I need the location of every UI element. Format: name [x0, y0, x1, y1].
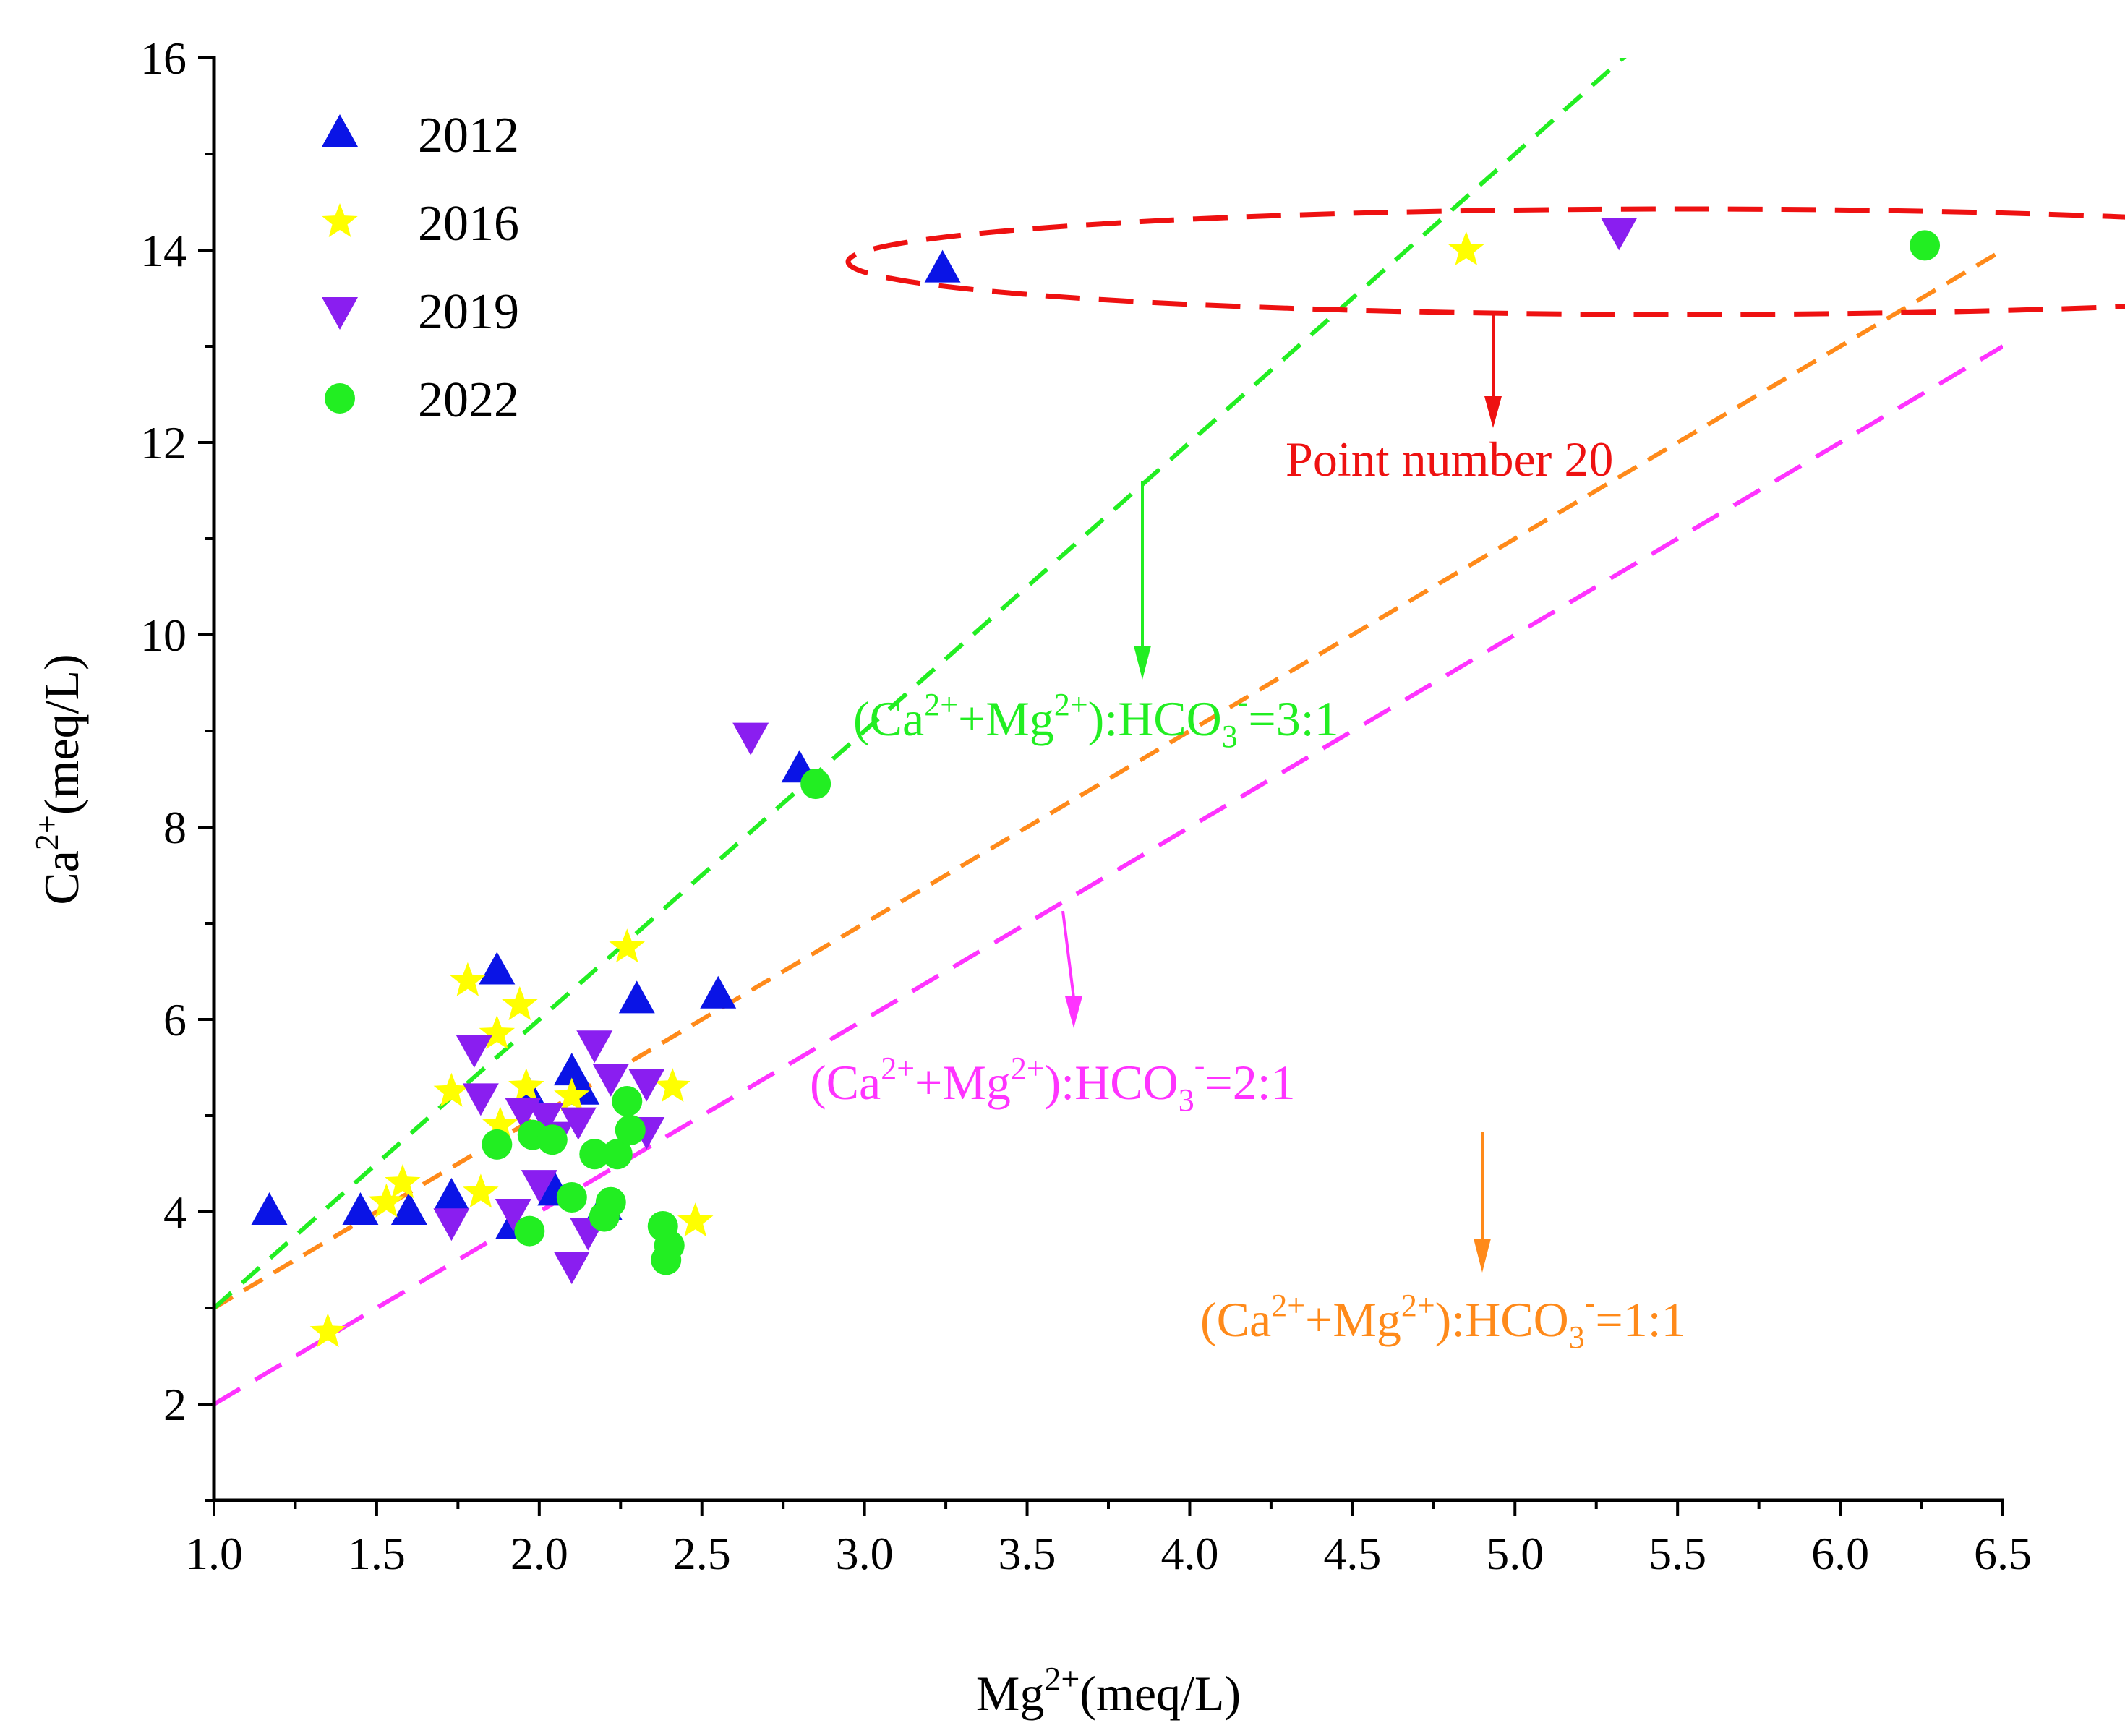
ratio-label-1-1: (Ca2++Mg2+):HCO3-=1:1 [1200, 1285, 1686, 1355]
ratio-label-2-1: (Ca2++Mg2+):HCO3-=2:1 [810, 1048, 1296, 1118]
y-tick-label: 4 [163, 1186, 187, 1238]
point-2016 [463, 1173, 499, 1208]
point-2019 [433, 1208, 470, 1241]
annotation-arrows [1061, 315, 1502, 1273]
point-2016 [433, 1072, 470, 1107]
point-2022 [536, 1124, 568, 1155]
point-2022 [800, 769, 831, 800]
ratio-line-3-1 [214, 58, 1627, 1310]
point-2022 [579, 1139, 610, 1170]
x-tick-label: 5.0 [1486, 1528, 1544, 1579]
legend: 2012 2016 2019 2022 [322, 108, 519, 428]
point-2016 [609, 928, 645, 963]
point-2016 [309, 1313, 346, 1348]
x-tick-label: 4.5 [1323, 1528, 1381, 1579]
point-2016 [479, 1015, 516, 1049]
point-2019 [732, 722, 769, 756]
point-2019 [560, 1107, 597, 1140]
x-tick-label: 5.5 [1649, 1528, 1706, 1579]
legend-marker-2012 [322, 114, 358, 147]
point-2019 [576, 1030, 613, 1064]
x-tick-label: 4.0 [1160, 1528, 1218, 1579]
point-2019 [521, 1170, 557, 1203]
point-2012 [618, 980, 655, 1014]
data-points [251, 218, 1941, 1348]
green-arrow [1134, 481, 1151, 680]
point-2012 [700, 975, 737, 1009]
legend-marker-2019 [322, 297, 358, 330]
point-2016 [654, 1068, 690, 1103]
point-2016 [450, 962, 486, 996]
legend-marker-2016 [322, 203, 358, 237]
point-2012 [433, 1178, 470, 1211]
y-tick-label: 14 [140, 225, 187, 276]
point-2022 [595, 1186, 626, 1218]
point-2022 [1910, 230, 1941, 261]
y-tick-label: 16 [140, 33, 187, 84]
point-2022 [514, 1215, 545, 1247]
y-tick-label: 2 [163, 1379, 187, 1430]
point-2019 [1601, 218, 1638, 251]
ratio-line-2-1 [214, 344, 2003, 1406]
point-2016 [554, 1077, 590, 1112]
orange-arrow [1474, 1132, 1491, 1273]
point-2016 [482, 1106, 518, 1141]
point-2016 [677, 1202, 714, 1237]
y-ticks: 2 4 6 8 10 12 14 16 [140, 33, 214, 1502]
highlight-ellipse [845, 206, 2125, 317]
point-2012 [390, 1192, 427, 1225]
x-tick-label: 3.5 [999, 1528, 1056, 1579]
y-tick-label: 6 [163, 994, 187, 1046]
point-2019 [628, 1069, 665, 1102]
point-2019 [462, 1083, 499, 1116]
x-axis-title: Mg2+(meq/L) [976, 1660, 1241, 1721]
point-2019 [592, 1064, 629, 1097]
point-2022 [602, 1139, 633, 1170]
point-2016 [368, 1183, 405, 1218]
x-tick-label: 6.0 [1811, 1528, 1869, 1579]
point-2022 [556, 1182, 587, 1213]
ratio-labels: (Ca2++Mg2+):HCO3-=1:1 (Ca2++Mg2+):HCO3-=2… [810, 684, 1686, 1355]
point-2019 [527, 1103, 564, 1135]
point-2022 [482, 1129, 513, 1160]
axes: 1.0 1.5 2.0 2.5 3.0 3.5 4.0 4.5 5.0 5.5 6.0 6.5 2 4 6… [140, 33, 2032, 1579]
point-2022 [654, 1230, 685, 1261]
y-tick-label: 12 [140, 417, 187, 469]
magenta-arrow [1061, 910, 1082, 1028]
point-2012 [479, 952, 516, 985]
y-axis-title: Ca2+(meq/L) [28, 654, 89, 905]
legend-label-2016: 2016 [418, 196, 519, 252]
point-2016 [1448, 231, 1484, 265]
x-tick-label: 2.5 [673, 1528, 731, 1579]
point-2012 [251, 1192, 288, 1225]
x-tick-label: 2.0 [510, 1528, 568, 1579]
point-2016 [508, 1068, 544, 1103]
point-2016 [502, 986, 538, 1021]
point-2012 [342, 1192, 379, 1225]
point-2022 [612, 1086, 643, 1117]
point-2019 [456, 1035, 492, 1068]
x-tick-label: 1.5 [348, 1528, 406, 1579]
point-2016 [385, 1164, 421, 1199]
x-ticks: 1.0 1.5 2.0 2.5 3.0 3.5 4.0 4.5 5.0 5.5 6.0 6.5 [185, 1500, 2032, 1579]
x-tick-label: 3.0 [836, 1528, 894, 1579]
x-tick-label: 6.5 [1974, 1528, 2032, 1579]
point-2012 [924, 249, 961, 283]
point-number-callout: Point number 20 [1286, 432, 1613, 487]
legend-label-2019: 2019 [418, 284, 519, 340]
legend-label-2012: 2012 [418, 108, 519, 163]
x-tick-label: 1.0 [185, 1528, 243, 1579]
point-2019 [553, 1252, 590, 1285]
ratio-label-3-1: (Ca2++Mg2+):HCO3-=3:1 [853, 684, 1339, 754]
y-tick-label: 10 [140, 610, 187, 661]
legend-marker-2022 [325, 383, 355, 414]
red-arrow [1484, 315, 1502, 428]
y-tick-label: 8 [163, 802, 187, 853]
legend-label-2022: 2022 [418, 372, 519, 428]
point-2019 [495, 1199, 531, 1231]
point-2022 [615, 1114, 646, 1145]
